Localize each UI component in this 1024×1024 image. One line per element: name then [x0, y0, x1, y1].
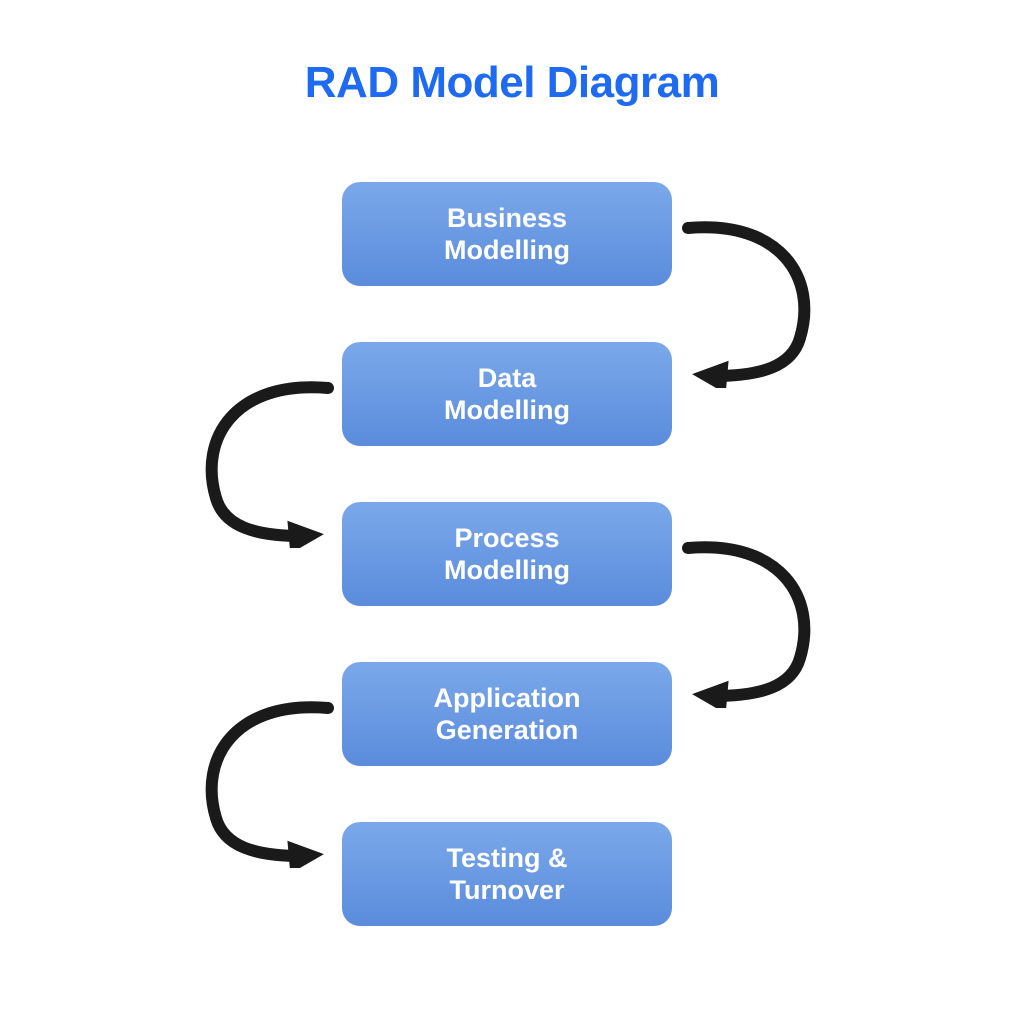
stage-box-1: Data Modelling: [342, 342, 672, 446]
flow-arrow-2: [670, 528, 830, 708]
flow-arrow-1: [186, 368, 346, 548]
stage-box-2: Process Modelling: [342, 502, 672, 606]
flow-arrow-0: [670, 208, 830, 388]
diagram-title: RAD Model Diagram: [0, 58, 1024, 108]
flow-arrow-3: [186, 688, 346, 868]
stage-box-3: Application Generation: [342, 662, 672, 766]
stage-box-4: Testing & Turnover: [342, 822, 672, 926]
stage-box-0: Business Modelling: [342, 182, 672, 286]
